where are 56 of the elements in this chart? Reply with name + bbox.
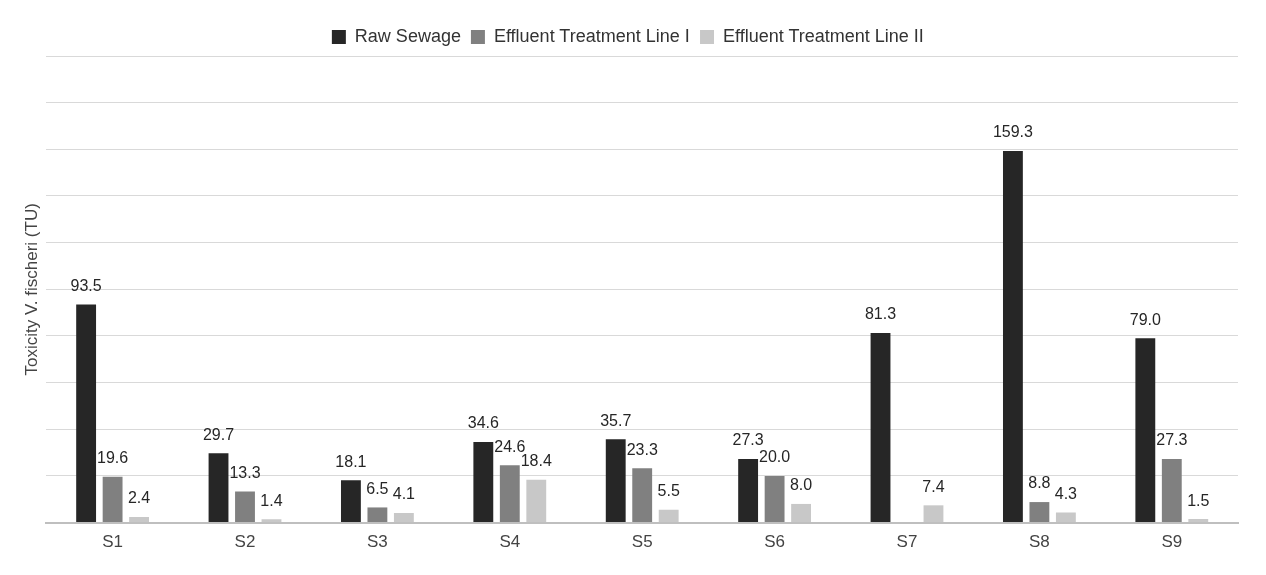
bar: [76, 304, 97, 523]
data-label: 7.4: [922, 477, 945, 495]
data-label: 4.1: [392, 485, 416, 503]
data-label: 79.0: [1129, 310, 1161, 328]
x-tick-label: S5: [631, 532, 653, 552]
x-tick-label: S6: [764, 532, 785, 552]
data-label: 27.3: [1156, 431, 1188, 449]
bar: [473, 441, 494, 523]
data-label: 81.3: [864, 305, 897, 323]
bar: [1161, 458, 1182, 523]
x-tick-label: S4: [499, 532, 521, 552]
data-label: 1.4: [260, 491, 283, 509]
data-label: 4.3: [1054, 484, 1078, 502]
bar: [738, 458, 759, 523]
data-label: 2.4: [127, 489, 151, 507]
data-label: 8.0: [789, 476, 813, 494]
bar: [764, 475, 785, 523]
data-label: 35.7: [600, 411, 632, 429]
bar: [235, 491, 255, 523]
bar: [605, 439, 626, 523]
x-tick-label: S7: [896, 532, 918, 552]
legend-label: Raw Sewage: [354, 25, 461, 46]
bar: [870, 332, 891, 523]
x-tick-label: S3: [367, 532, 388, 552]
x-tick-label: S8: [1029, 532, 1050, 552]
data-label: 1.5: [1187, 491, 1210, 509]
bar: [499, 465, 520, 523]
data-label: 34.6: [467, 414, 499, 432]
bar: [102, 476, 123, 523]
data-label: 19.6: [97, 449, 129, 467]
bar: [1002, 150, 1023, 523]
data-label: 6.5: [366, 479, 389, 497]
legend-label: Effluent Treatment Line I: [493, 25, 690, 46]
bar: [1135, 338, 1156, 523]
data-label: 27.3: [732, 431, 764, 449]
data-label: 5.5: [657, 482, 680, 500]
data-label: 18.1: [335, 452, 367, 470]
data-label: 8.8: [1028, 474, 1051, 492]
data-label: 13.3: [229, 463, 261, 481]
legend-label: Effluent Treatment Line II: [723, 25, 924, 46]
data-label: 159.3: [992, 123, 1034, 141]
bar: [367, 507, 388, 523]
x-tick-label: S9: [1161, 532, 1183, 552]
bar: [632, 468, 653, 523]
data-label: 20.0: [759, 448, 791, 466]
x-tick-label: S2: [234, 532, 256, 552]
bar: [1029, 502, 1050, 523]
data-label: 23.3: [626, 440, 658, 458]
x-tick-label: S1: [102, 532, 123, 552]
bar: [340, 480, 361, 523]
data-label: 24.6: [494, 437, 526, 455]
bar: [208, 453, 229, 523]
data-label: 93.5: [70, 276, 102, 294]
data-label: 29.7: [202, 425, 235, 443]
data-label: 18.4: [520, 452, 552, 470]
y-axis-title: Toxicity V. fischeri (TU): [21, 203, 41, 376]
